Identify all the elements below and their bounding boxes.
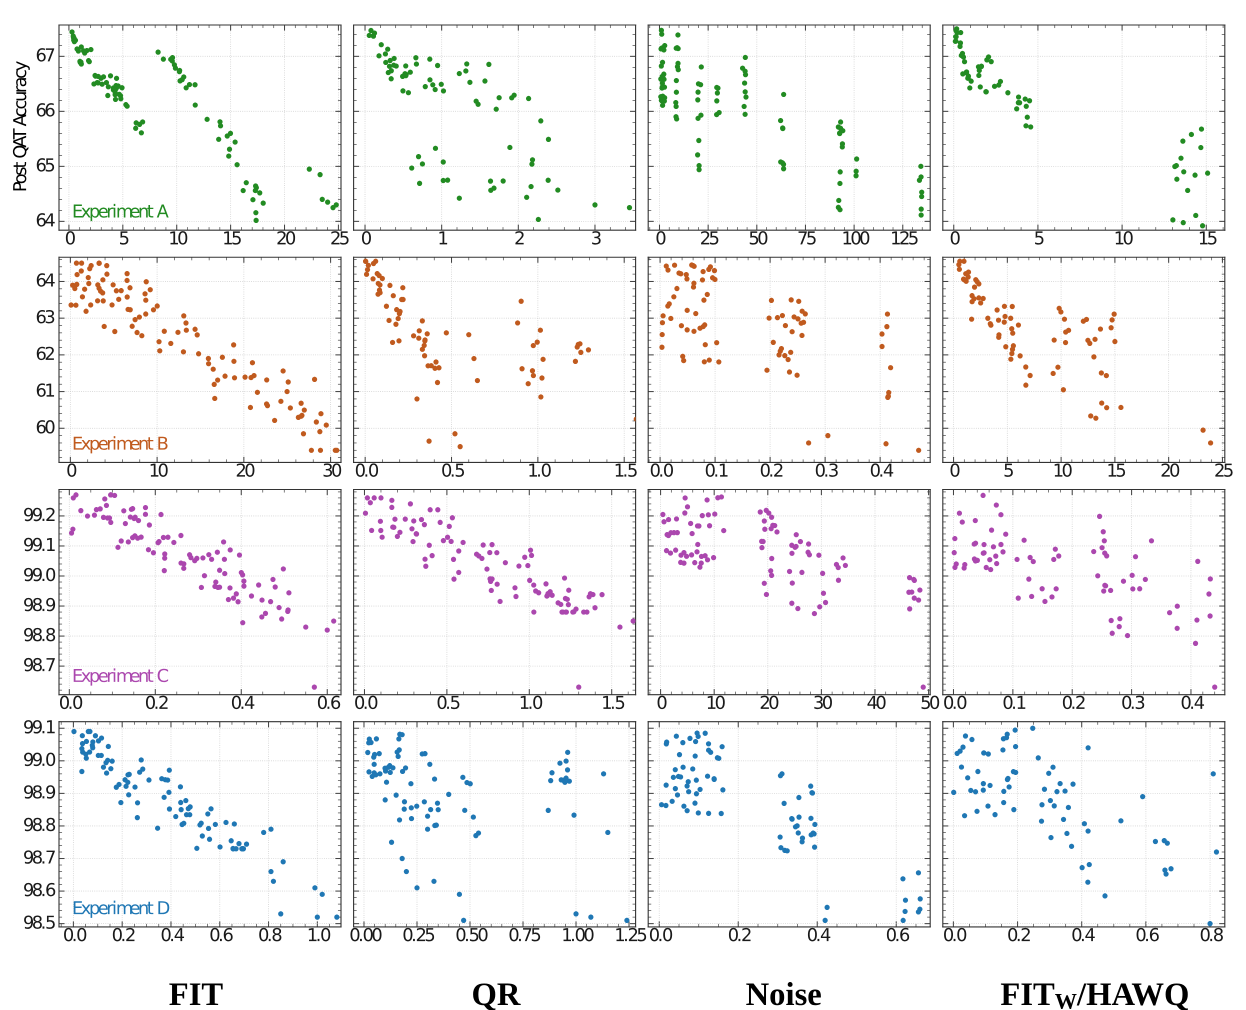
svg-text:FITW/HAWQ: FITW/HAWQ — [1000, 977, 1189, 1010]
svg-text:QR: QR — [472, 977, 521, 1010]
svg-text:Noise: Noise — [746, 977, 822, 1010]
svg-text:FIT: FIT — [169, 977, 224, 1010]
